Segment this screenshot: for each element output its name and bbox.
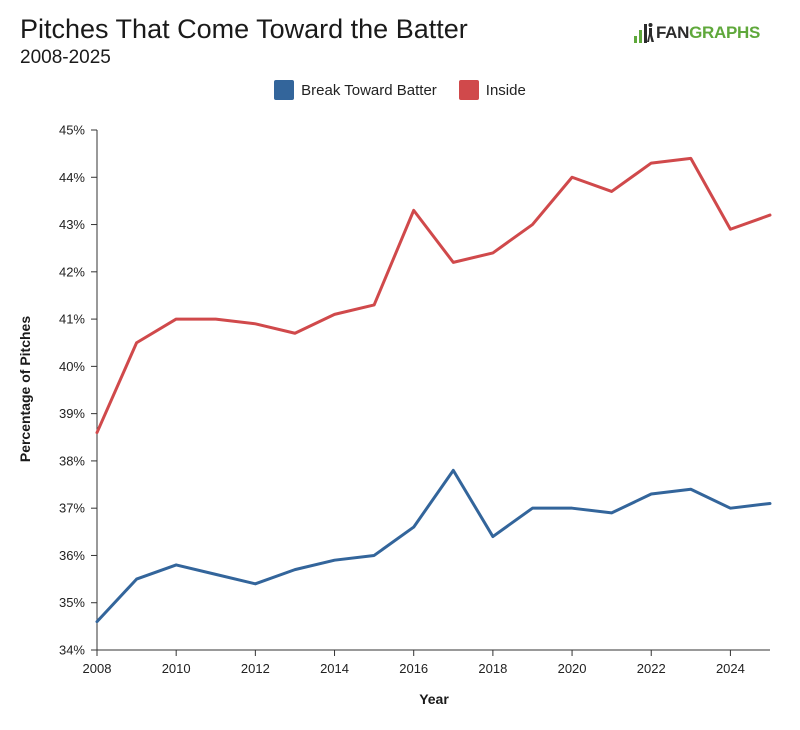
legend-swatch-inside [458, 80, 479, 100]
chart-title: Pitches That Come Toward the Batter [20, 14, 468, 44]
logo-text-graphs: GRAPHS [689, 23, 761, 42]
y-tick-label: 37% [59, 501, 85, 516]
x-tick-label: 2012 [241, 661, 270, 676]
x-tick-label: 2014 [320, 661, 349, 676]
y-tick-label: 42% [59, 264, 85, 279]
y-tick-label: 38% [59, 453, 85, 468]
y-axis-title: Percentage of Pitches [17, 316, 33, 462]
legend-label-inside: Inside [485, 81, 526, 99]
chart-axes: 34% 35% 36% 37% 38% 39% 40% 41% 42% 43% 44% 45% 2008… [59, 123, 770, 676]
fangraphs-logo-icon [634, 23, 654, 43]
legend-item-break-toward-batter: Break Toward Batter [274, 80, 437, 100]
y-tick-label: 41% [59, 312, 85, 327]
x-tick-label: 2018 [478, 661, 507, 676]
x-tick-label: 2016 [399, 661, 428, 676]
legend-swatch-break-toward-batter [274, 80, 295, 100]
chart-legend: Break Toward Batter Inside [0, 80, 800, 100]
x-tick-label: 2010 [162, 661, 191, 676]
x-tick-label: 2022 [637, 661, 666, 676]
y-tick-label: 39% [59, 406, 85, 421]
series-line-break-toward-batter [95, 468, 772, 624]
fangraphs-logo: FAN GRAPHS [634, 22, 760, 44]
legend-item-inside: Inside [458, 80, 526, 100]
y-tick-label: 45% [59, 123, 85, 138]
chart-subtitle: 2008-2025 [20, 47, 111, 68]
y-tick-label: 34% [59, 643, 85, 658]
logo-text-fan: FAN [656, 23, 690, 42]
y-tick-label: 35% [59, 595, 85, 610]
y-tick-label: 40% [59, 359, 85, 374]
x-tick-label: 2008 [83, 661, 112, 676]
legend-label-break-toward-batter: Break Toward Batter [301, 81, 437, 99]
x-tick-label: 2024 [716, 661, 745, 676]
y-tick-label: 36% [59, 548, 85, 563]
y-tick-label: 43% [59, 217, 85, 232]
x-axis-title: Year [419, 691, 449, 707]
chart-series [95, 156, 772, 624]
series-line-inside [95, 156, 772, 435]
y-tick-label: 44% [59, 170, 85, 185]
x-tick-label: 2020 [558, 661, 587, 676]
